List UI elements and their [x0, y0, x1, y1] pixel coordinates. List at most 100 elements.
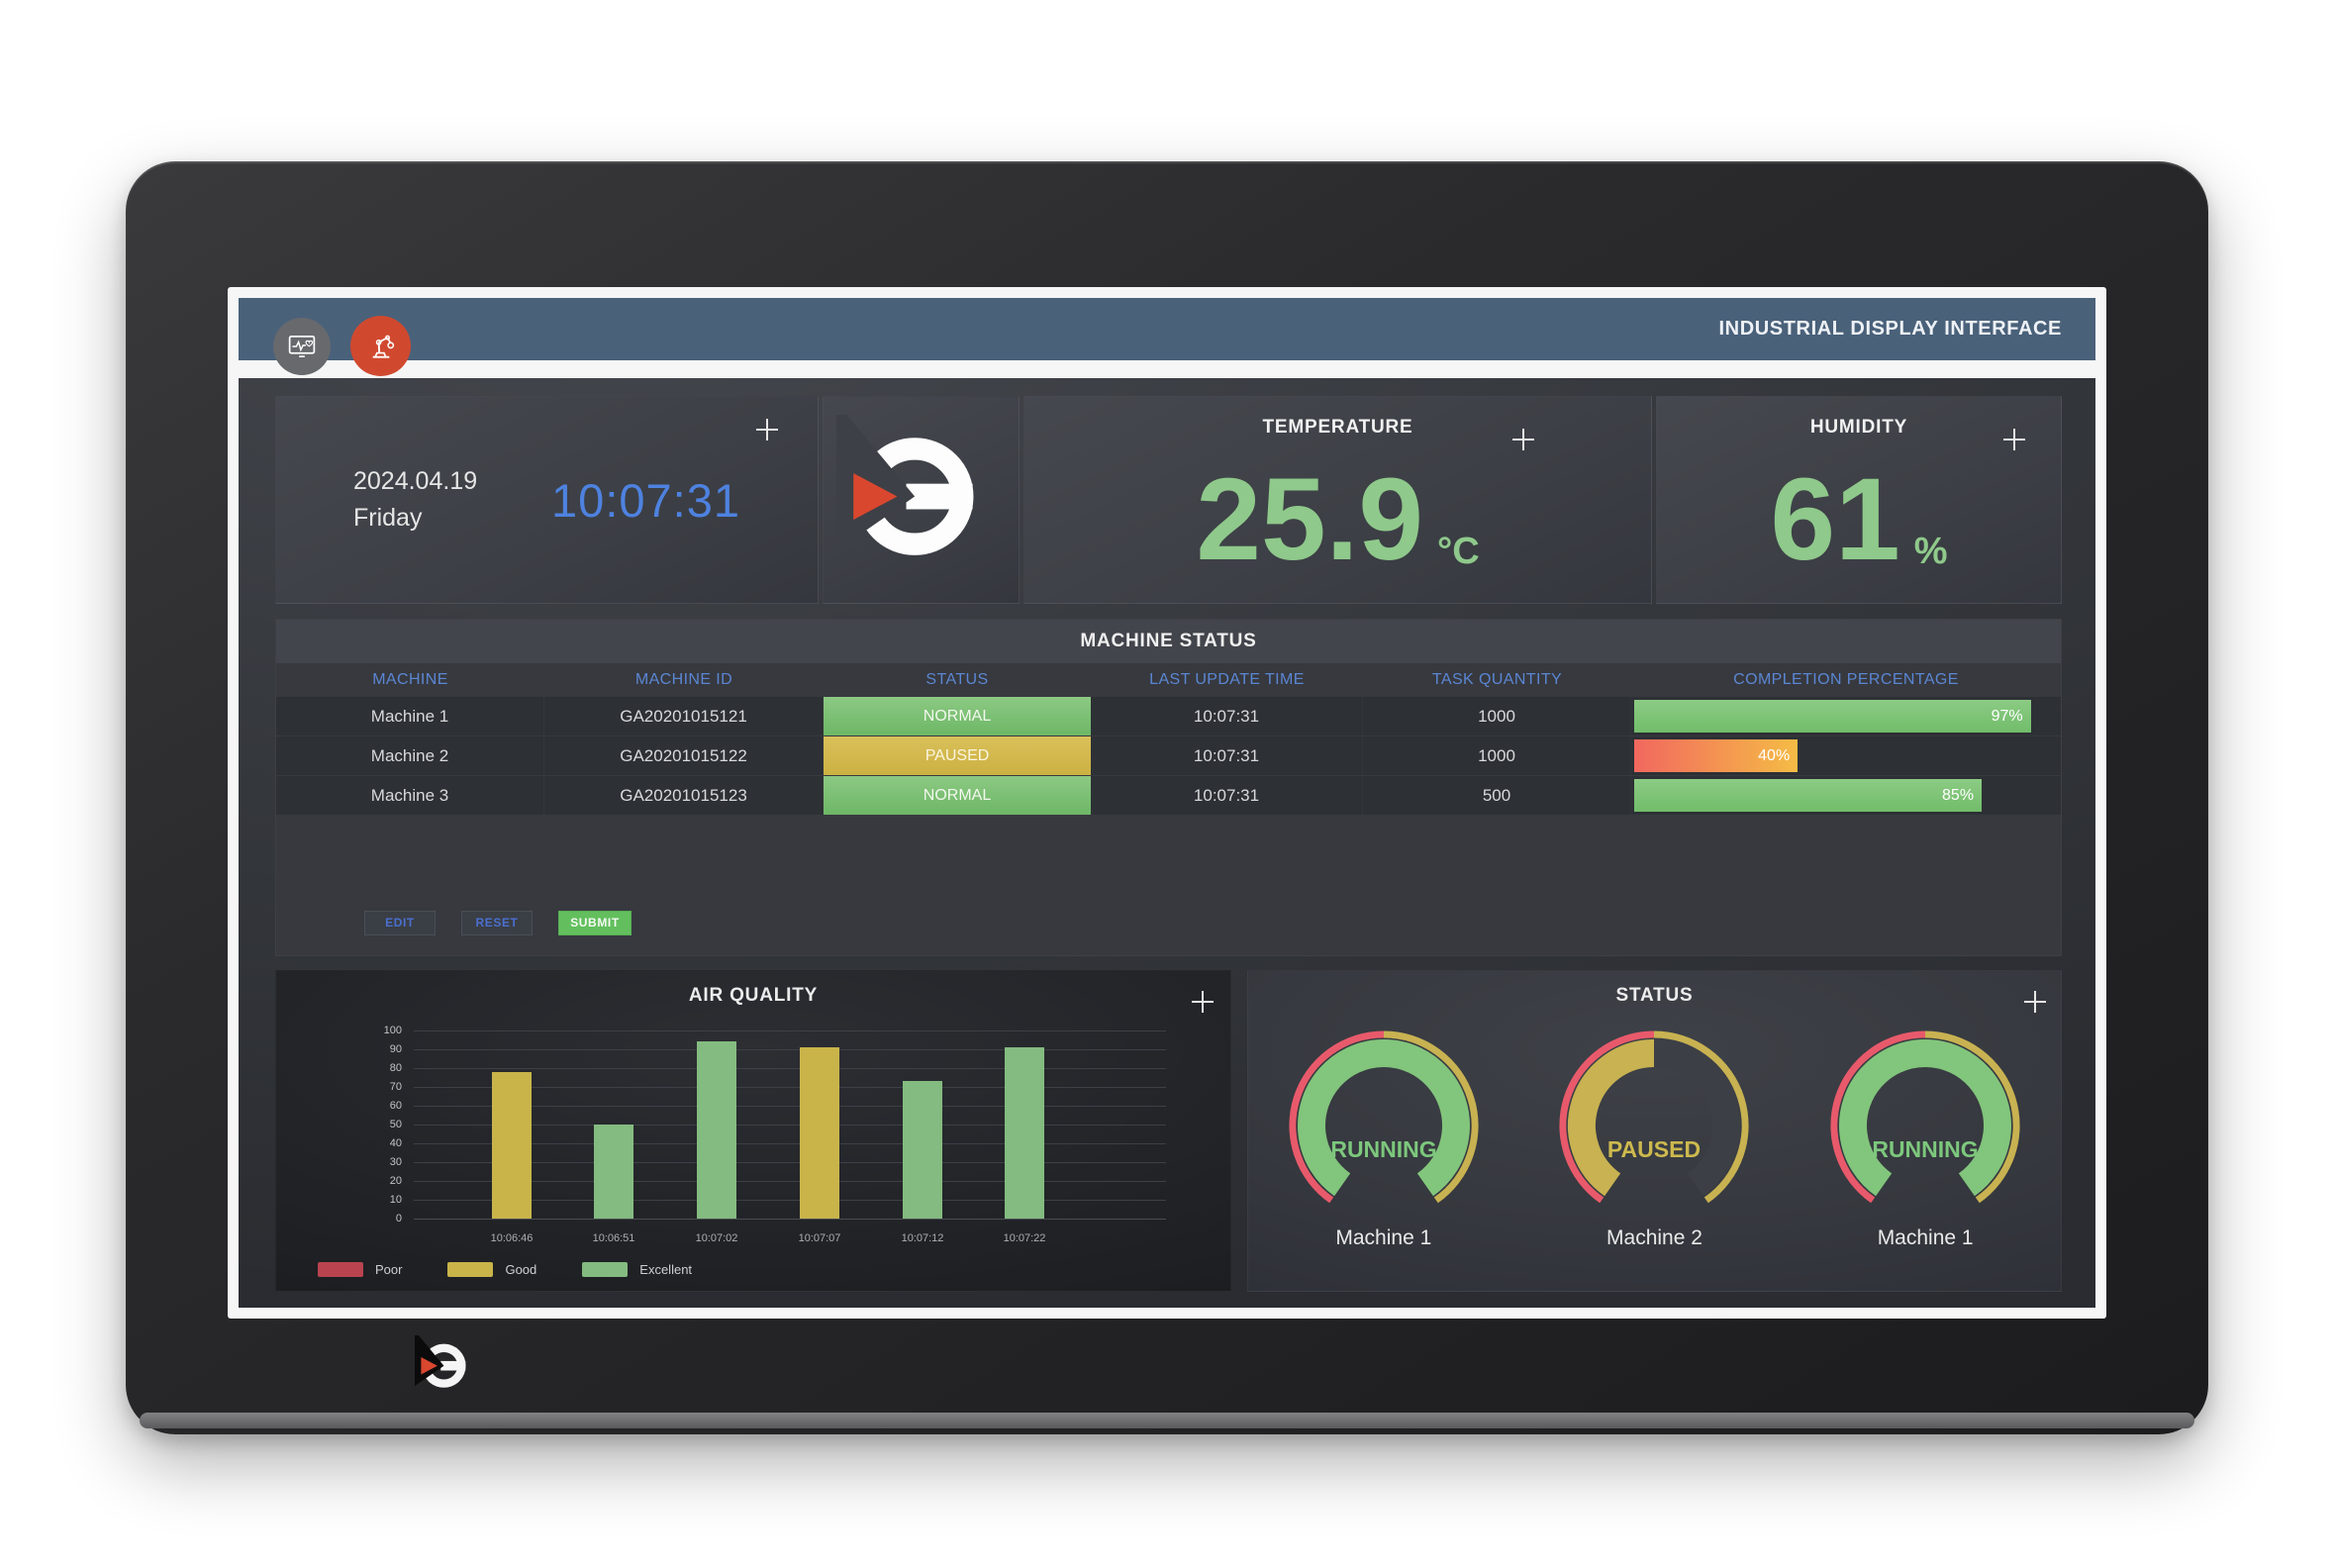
table-row[interactable]: Machine 2 GA20201015122 PAUSED 10:07:31 …: [276, 736, 2061, 775]
x-tick-label: 10:07:22: [1003, 1232, 1046, 1244]
completion-bar-fill: 85%: [1634, 779, 1983, 812]
chart-legend: Poor Good Excellent: [318, 1262, 737, 1277]
legend-label: Good: [505, 1262, 537, 1277]
bar-chart-plot: 0 10 20 30 40 50 60 70 80 90 100 10:06:46 10:06:51 10…: [384, 1025, 1166, 1244]
grid-line: [414, 1125, 1166, 1126]
humidity-value: 61: [1770, 454, 1900, 585]
completion-cell: 40%: [1631, 736, 2061, 775]
grid-line: [414, 1162, 1166, 1163]
gauge-machine-3: RUNNING Machine 1: [1824, 1025, 2026, 1250]
plus-icon[interactable]: [1192, 991, 1214, 1013]
device-bottom-edge: [140, 1413, 2194, 1428]
reset-button[interactable]: RESET: [461, 911, 533, 935]
screen-frame: INDUSTRIAL DISPLAY INTERFACE: [228, 287, 2106, 1319]
completion-cell: 97%: [1631, 697, 2061, 735]
status-gauge: RUNNING: [1289, 1030, 1479, 1204]
humidity-title: HUMIDITY: [1809, 417, 1908, 438]
grid-line: [414, 1219, 1166, 1220]
plus-icon[interactable]: [1512, 429, 1534, 450]
temperature-card: TEMPERATURE 25.9 °C: [1023, 396, 1652, 604]
gauge-machine-label: Machine 1: [1877, 1226, 1974, 1249]
task-quantity: 1000: [1363, 697, 1631, 735]
plus-icon[interactable]: [2024, 991, 2046, 1013]
machine-name: Machine 2: [276, 736, 544, 775]
col-machine: MACHINE: [372, 671, 448, 688]
y-tick-label: 60: [389, 1100, 402, 1112]
completion-bar-label: 85%: [1942, 786, 1975, 804]
col-completion: COMPLETION PERCENTAGE: [1733, 671, 1959, 688]
machine-status-section: MACHINE STATUS MACHINE MACHINE ID STATUS…: [275, 619, 2062, 956]
y-tick-label: 100: [383, 1025, 402, 1036]
humidity-value-row: 61 %: [1657, 437, 2061, 603]
machine-id: GA20201015121: [544, 697, 824, 735]
monitor-pulse-button[interactable]: [273, 318, 331, 375]
status-title: STATUS: [1615, 985, 1694, 1006]
tablet-device-bezel: INDUSTRIAL DISPLAY INTERFACE: [126, 161, 2208, 1434]
last-update-time: 10:07:31: [1091, 776, 1363, 815]
gauge-machine-label: Machine 1: [1335, 1226, 1432, 1249]
machine-id: GA20201015123: [544, 776, 824, 815]
gauge-machine-2: PAUSED Machine 2: [1553, 1025, 1755, 1250]
completion-cell: 85%: [1631, 776, 2061, 815]
gauge-state-label: RUNNING: [1330, 1136, 1436, 1162]
legend-label: Excellent: [639, 1262, 693, 1277]
task-quantity: 500: [1363, 776, 1631, 815]
grid-line: [414, 1106, 1166, 1107]
completion-bar-label: 97%: [1991, 707, 2023, 725]
task-quantity: 1000: [1363, 736, 1631, 775]
table-row[interactable]: Machine 3 GA20201015123 NORMAL 10:07:31 …: [276, 776, 2061, 815]
plus-icon[interactable]: [2003, 429, 2025, 450]
y-tick-label: 80: [389, 1062, 402, 1074]
y-tick-label: 20: [389, 1175, 402, 1187]
brand-g-logo: [835, 415, 973, 555]
bar: [800, 1047, 839, 1219]
header-bar: INDUSTRIAL DISPLAY INTERFACE: [239, 298, 2095, 360]
legend-item-poor: Poor: [318, 1262, 402, 1277]
humidity-unit: %: [1913, 530, 1948, 572]
plus-icon[interactable]: [756, 419, 778, 441]
time-text: 10:07:31: [551, 473, 740, 527]
edit-button[interactable]: EDIT: [364, 911, 436, 935]
logo-card: [823, 396, 1020, 604]
gauge-machine-label: Machine 2: [1606, 1226, 1703, 1249]
legend-label: Poor: [375, 1262, 403, 1277]
y-tick-label: 90: [389, 1043, 402, 1055]
status-gauge: RUNNING: [1830, 1030, 2020, 1204]
legend-swatch: [318, 1262, 363, 1277]
temperature-value-row: 25.9 °C: [1024, 437, 1651, 603]
temperature-title: TEMPERATURE: [1262, 417, 1413, 438]
bezel-brand-g-logo: [415, 1335, 466, 1388]
grid-line: [414, 1143, 1166, 1144]
col-machine-id: MACHINE ID: [634, 671, 733, 688]
completion-bar-label: 40%: [1758, 746, 1791, 764]
gauge-state-label: PAUSED: [1607, 1136, 1701, 1162]
y-tick-label: 50: [389, 1119, 402, 1130]
bar: [697, 1041, 736, 1219]
submit-button[interactable]: SUBMIT: [558, 911, 632, 935]
bar: [594, 1125, 633, 1219]
y-tick-label: 30: [389, 1156, 402, 1168]
machine-gauges-card: STATUS RUNNING Mach: [1247, 970, 2062, 1292]
gauge-row: RUNNING Machine 1 PAUSED: [1248, 1025, 2061, 1250]
robot-arm-button[interactable]: [350, 316, 411, 376]
bar: [1005, 1047, 1044, 1219]
gauge-state-label: RUNNING: [1872, 1136, 1978, 1162]
last-update-time: 10:07:31: [1091, 697, 1363, 735]
legend-swatch: [447, 1262, 494, 1277]
status-gauge: PAUSED: [1559, 1030, 1750, 1204]
weekday-text: Friday: [353, 504, 423, 532]
date-block: 2024.04.19 Friday: [353, 463, 477, 537]
x-tick-label: 10:07:07: [798, 1232, 841, 1244]
grid-line: [414, 1030, 1166, 1031]
y-tick-label: 0: [395, 1213, 402, 1225]
completion-bar-fill: 40%: [1634, 739, 1799, 772]
table-row[interactable]: Machine 1 GA20201015121 NORMAL 10:07:31 …: [276, 697, 2061, 735]
x-tick-label: 10:07:12: [901, 1232, 944, 1244]
legend-item-excellent: Excellent: [582, 1262, 692, 1277]
table-header-row: MACHINE MACHINE ID STATUS LAST UPDATE TI…: [276, 663, 2061, 697]
date-text: 2024.04.19: [353, 467, 478, 495]
table-button-bar: EDIT RESET SUBMIT: [364, 911, 632, 935]
bar: [492, 1071, 532, 1219]
grid-line: [414, 1181, 1166, 1182]
legend-swatch: [582, 1262, 629, 1277]
